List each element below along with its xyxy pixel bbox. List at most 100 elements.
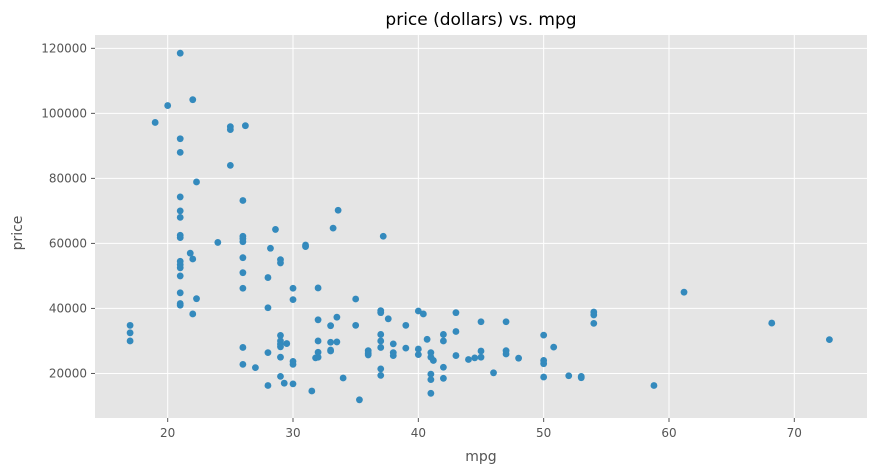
- scatter-point: [465, 356, 472, 363]
- scatter-point: [176, 264, 184, 272]
- scatter-point: [327, 338, 335, 346]
- scatter-point: [164, 102, 172, 109]
- scatter-point: [389, 352, 397, 359]
- scatter-point: [329, 224, 337, 232]
- scatter-point: [540, 360, 548, 368]
- scatter-point: [377, 344, 385, 351]
- scatter-point: [264, 304, 272, 312]
- scatter-point: [289, 360, 297, 368]
- scatter-point: [471, 354, 479, 362]
- scatter-point: [314, 337, 322, 345]
- scatter-point: [377, 365, 385, 373]
- scatter-point: [356, 396, 363, 404]
- scatter-point: [189, 255, 197, 263]
- scatter-point: [239, 284, 247, 292]
- scatter-point: [193, 178, 200, 186]
- scatter-point: [277, 259, 284, 267]
- scatter-point: [440, 331, 447, 338]
- scatter-point: [239, 197, 247, 204]
- scatter-point: [440, 363, 447, 371]
- scatter-point: [577, 374, 585, 382]
- scatter-point: [379, 232, 387, 240]
- scatter-point: [389, 340, 397, 348]
- scatter-point: [402, 321, 410, 329]
- scatter-point: [333, 338, 341, 346]
- scatter-point: [126, 321, 134, 329]
- scatter-point: [176, 193, 184, 201]
- scatter-point: [327, 322, 335, 330]
- x-tick-label: 70: [787, 426, 802, 440]
- scatter-point: [272, 226, 279, 233]
- x-tick-label: 40: [411, 426, 426, 440]
- scatter-point: [176, 301, 184, 309]
- scatter-point: [377, 372, 385, 379]
- scatter-point: [477, 353, 485, 361]
- scatter-point: [352, 295, 360, 303]
- scatter-point: [239, 238, 247, 246]
- scatter-point: [452, 352, 460, 359]
- scatter-point: [502, 318, 510, 326]
- scatter-point: [283, 340, 291, 347]
- scatter-point: [590, 319, 598, 327]
- scatter-point: [267, 244, 274, 252]
- scatter-point: [650, 382, 658, 389]
- scatter-point: [239, 269, 247, 277]
- scatter-point: [277, 372, 284, 380]
- scatter-point: [440, 374, 447, 382]
- scatter-point: [176, 234, 184, 241]
- scatter-point: [327, 347, 335, 355]
- scatter-point: [452, 328, 460, 335]
- scatter-point: [377, 331, 385, 338]
- scatter-point: [241, 122, 249, 130]
- scatter-point: [308, 387, 316, 395]
- scatter-point: [377, 309, 385, 317]
- scatter-point: [540, 331, 548, 339]
- scatter-point: [289, 380, 297, 388]
- scatter-point: [590, 311, 598, 319]
- scatter-point: [429, 357, 437, 364]
- scatter-point: [364, 351, 372, 359]
- scatter-point: [502, 350, 510, 358]
- scatter-point: [239, 254, 247, 262]
- scatter-point: [289, 284, 297, 292]
- scatter-point: [352, 321, 360, 329]
- y-tick-label: 80000: [49, 171, 87, 185]
- scatter-point: [452, 309, 460, 317]
- scatter-point: [826, 336, 833, 344]
- scatter-point: [490, 369, 497, 377]
- scatter-point: [377, 337, 385, 345]
- y-tick-label: 20000: [49, 366, 87, 380]
- scatter-point: [176, 148, 184, 156]
- x-axis-label: mpg: [465, 449, 496, 465]
- x-tick-label: 50: [536, 426, 551, 440]
- scatter-point: [264, 382, 272, 389]
- scatter-point: [277, 353, 284, 361]
- ticks: 20 30 40 50 60 70 20000 40000 60000 80000 100000 12…: [41, 41, 802, 440]
- scatter-point: [440, 337, 447, 345]
- scatter-point: [427, 370, 435, 378]
- scatter-point: [312, 354, 319, 362]
- scatter-point: [214, 239, 222, 246]
- y-tick-label: 100000: [41, 106, 87, 120]
- scatter-point: [414, 351, 422, 359]
- scatter-point: [277, 343, 284, 351]
- scatter-point: [126, 329, 134, 337]
- scatter-point: [515, 354, 522, 362]
- scatter-point: [264, 349, 272, 357]
- scatter-point: [226, 126, 234, 134]
- scatter-point: [280, 379, 288, 387]
- scatter-point: [414, 345, 422, 353]
- scatter-point: [768, 319, 776, 327]
- scatter-point: [419, 310, 427, 318]
- scatter-point: [289, 296, 297, 304]
- scatter-point: [226, 161, 234, 169]
- scatter-point: [239, 344, 247, 351]
- scatter-point: [176, 289, 184, 297]
- scatter-point: [333, 313, 341, 321]
- scatter-point: [239, 360, 247, 368]
- x-tick-label: 30: [285, 426, 300, 440]
- scatter-point: [680, 288, 688, 296]
- scatter-point: [151, 119, 159, 126]
- scatter-point: [302, 243, 309, 251]
